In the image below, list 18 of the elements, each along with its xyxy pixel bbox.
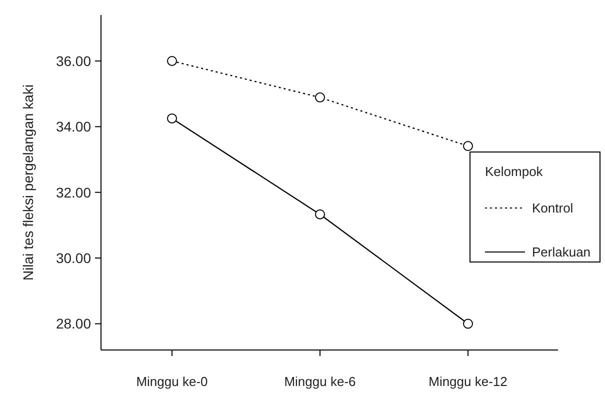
legend-label: Perlakuan [532, 244, 591, 260]
y-tick-label: 36.00 [56, 52, 92, 69]
y-tick-label: 34.00 [56, 118, 92, 135]
y-tick-label: 28.00 [56, 316, 92, 332]
y-tick-label: 30.00 [56, 250, 92, 266]
y-tick-label: 32.00 [56, 184, 92, 200]
x-tick-label: Minggu ke-6 [284, 374, 356, 389]
point [463, 318, 473, 329]
point [463, 141, 473, 152]
point [167, 113, 177, 124]
point [315, 92, 325, 102]
legend-title: Kelompok [485, 164, 544, 179]
point [167, 56, 177, 66]
point [315, 209, 325, 220]
x-tick-label: Minggu ke-12 [428, 374, 508, 389]
y-axis-title: Nilai tes fleksi pergelangan kaki [20, 84, 36, 281]
legend-label: Kontrol [532, 200, 574, 216]
x-tick-label: Minggu ke-0 [136, 374, 208, 389]
